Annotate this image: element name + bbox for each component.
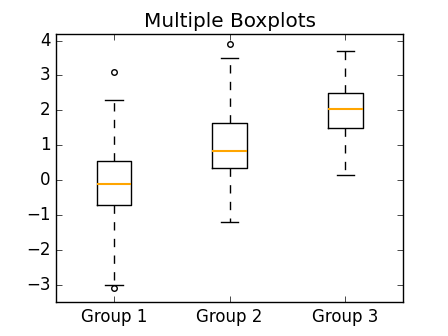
Title: Multiple Boxplots: Multiple Boxplots [144, 12, 315, 31]
